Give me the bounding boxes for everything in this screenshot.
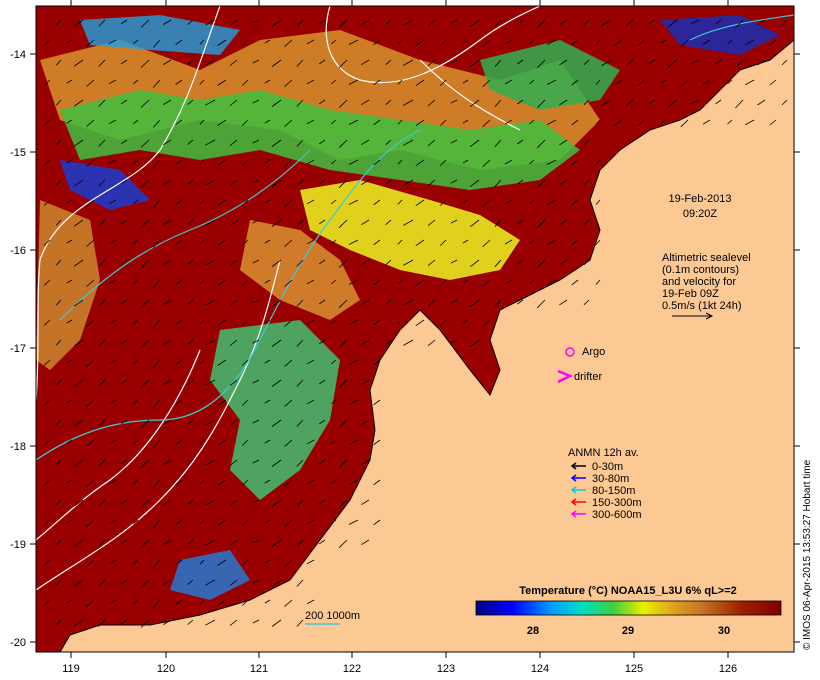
drifter-marker — [557, 369, 574, 384]
colorbar — [475, 600, 782, 616]
drifter-label: drifter — [574, 371, 602, 383]
y-axis: -14 -15 -16 -17 -18 -19 -20 — [10, 49, 800, 649]
svg-text:0.5m/s (1kt 24h): 0.5m/s (1kt 24h) — [662, 300, 741, 312]
plot-frame — [35, 5, 795, 653]
y-tick-label: -17 — [10, 343, 26, 355]
colorbar-tick-label: 28 — [527, 625, 539, 637]
svg-text:(0.1m contours): (0.1m contours) — [662, 264, 739, 276]
velocity-arrows — [43, 19, 788, 628]
svg-text:Altimetric sealevel: Altimetric sealevel — [662, 252, 751, 264]
depth-legend-item: 150-300m — [570, 497, 642, 509]
colorbar-title: Temperature (°C) NOAA15_L3U 6% qL>=2 — [519, 585, 737, 597]
coastline — [59, 39, 794, 652]
svg-text:150-300m: 150-300m — [592, 497, 642, 509]
svg-text:30-80m: 30-80m — [592, 473, 629, 485]
x-tick-label: 126 — [719, 663, 737, 675]
depth-legend-item: 80-150m — [570, 485, 635, 497]
credit-text: © IMOS 06-Apr-2015 13:53:27 Hobart time — [802, 459, 813, 650]
sst-field — [36, 6, 794, 652]
x-tick-label: 122 — [343, 663, 361, 675]
svg-text:300-600m: 300-600m — [592, 509, 642, 521]
x-tick-label: 123 — [437, 663, 455, 675]
colorbar-ticks: 28 29 30 — [527, 625, 730, 637]
svg-text:19-Feb 09Z: 19-Feb 09Z — [662, 288, 719, 300]
anmn-title: ANMN 12h av. — [568, 447, 639, 459]
altimetry-note: Altimetric sealevel (0.1m contours) and … — [662, 252, 751, 320]
x-tick-label: 121 — [250, 663, 268, 675]
time-label: 09:20Z — [683, 208, 718, 220]
isobath-contours — [36, 14, 794, 461]
y-tick-label: -14 — [10, 49, 26, 61]
isobath-label: 200 1000m — [305, 610, 360, 622]
colorbar-tick-label: 29 — [622, 625, 634, 637]
svg-text:and velocity for: and velocity for — [662, 276, 736, 288]
argo-label: Argo — [582, 346, 605, 358]
x-tick-label: 124 — [531, 663, 549, 675]
y-tick-label: -15 — [10, 147, 26, 159]
y-tick-label: -16 — [10, 245, 26, 257]
colorbar-tick-label: 30 — [718, 625, 730, 637]
depth-legend-item: 30-80m — [570, 473, 629, 485]
depth-legend-item: 0-30m — [570, 461, 623, 473]
y-tick-label: -19 — [10, 539, 26, 551]
sealevel-contours — [36, 6, 541, 591]
x-axis: 119 120 121 122 123 124 125 126 — [62, 0, 737, 675]
sst-patches — [36, 15, 780, 600]
x-tick-label: 125 — [625, 663, 643, 675]
depth-legend-item: 300-600m — [570, 509, 642, 521]
argo-marker — [565, 347, 575, 357]
date-label: 19-Feb-2013 — [669, 193, 732, 205]
y-tick-label: -18 — [10, 441, 26, 453]
svg-text:80-150m: 80-150m — [592, 485, 635, 497]
x-tick-label: 120 — [157, 663, 175, 675]
x-tick-label: 119 — [62, 663, 80, 675]
svg-text:0-30m: 0-30m — [592, 461, 623, 473]
y-tick-label: -20 — [10, 637, 26, 649]
